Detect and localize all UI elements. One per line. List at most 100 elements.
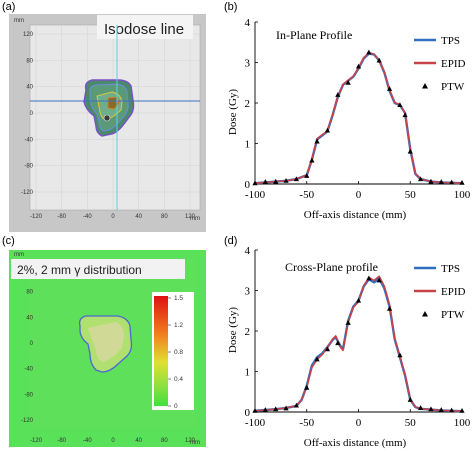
panel-a-y-tick-label: 0 (30, 111, 34, 117)
data-point-ptw (355, 297, 362, 303)
x-tick-label: -100 (245, 189, 266, 201)
panel-a-y-tick-label: 80 (26, 58, 33, 64)
data-point-ptw (324, 127, 331, 133)
y-tick-label: 3 (245, 286, 251, 298)
data-point-ptw (428, 178, 434, 184)
data-point-ptw (366, 275, 372, 281)
data-point-ptw (335, 92, 341, 97)
panel-b-title: In-Plane Profile (276, 28, 352, 42)
data-point-ptw (386, 86, 393, 91)
panel-c: (c) mm 120 80 40 0 -40 -80 -120 -120 -80 -40 0 40 8… (2, 235, 206, 447)
data-point-ptw (407, 397, 413, 402)
data-point-ptw (314, 138, 320, 144)
panel-c-x-tick-label: -40 (83, 438, 92, 444)
panel-c-letter: (c) (2, 235, 15, 247)
data-point-ptw (345, 320, 351, 325)
data-point-ptw (386, 305, 393, 311)
y-tick-label: 3 (245, 58, 251, 70)
data-point-ptw (407, 148, 413, 154)
panel-a-x-tick-label: -40 (83, 214, 92, 220)
series-line-epid (254, 275, 463, 412)
panel-b: (b) In-Plane Profile Dose (Gy) Off-axis … (224, 1, 471, 221)
panel-a-y-tick-label: 40 (26, 85, 33, 91)
panel-c-unit-top: mm (14, 252, 24, 258)
panel-c-y-tick-label: -120 (21, 418, 34, 424)
data-point-ptw (397, 102, 403, 108)
data-point-ptw (376, 57, 382, 63)
x-tick-label: 50 (405, 189, 417, 201)
colorbar-tick-label: 1.5 (174, 295, 183, 302)
data-point-ptw (293, 402, 299, 408)
panel-c-y-tick-label: -80 (24, 392, 33, 398)
panel-a-unit-top: mm (14, 18, 24, 24)
data-point-ptw (262, 407, 268, 412)
x-tick-label: 0 (356, 189, 362, 201)
data-point-ptw (376, 277, 382, 283)
panel-a-y-tick-label: -40 (24, 137, 33, 143)
panel-a-x-tick-label: 80 (161, 214, 168, 220)
panel-a-y-ticks: 120 80 40 0 -40 -80 -120 (21, 32, 34, 196)
y-tick-label: 0 (245, 407, 251, 419)
data-point-ptw (397, 352, 403, 358)
panel-a-y-tick-label: -120 (21, 190, 34, 196)
data-point-ptw (293, 176, 299, 182)
legend-label-epid: EPID (441, 286, 466, 298)
y-tick-label: 2 (245, 326, 251, 338)
panel-c-x-tick-label: 0 (111, 438, 115, 444)
data-point-ptw (459, 179, 465, 185)
data-point-ptw (283, 177, 289, 183)
isodose-contours (83, 79, 135, 137)
y-tick-label: 4 (245, 245, 251, 257)
panel-c-x-tick-label: 120 (185, 438, 196, 444)
legend-swatch-ptw (422, 83, 428, 89)
panel-c-y-tick-label: 40 (26, 315, 33, 321)
colorbar-tick-label: 1.2 (174, 322, 183, 329)
data-point-ptw (345, 79, 351, 85)
y-tick-label: 2 (245, 98, 251, 110)
colorbar-tick-label: 0.8 (174, 349, 183, 356)
data-point-ptw (355, 63, 362, 69)
panel-a-y-tick-label: 120 (23, 32, 34, 38)
panel-a-x-tick-label: 0 (111, 214, 115, 220)
panel-a-x-tick-label: -80 (57, 214, 66, 220)
panel-d-title: Cross-Plane profile (285, 260, 378, 274)
panel-d: (d) Cross-Plane profile Dose (Gy) Off-ax… (224, 235, 471, 449)
x-tick-label: 0 (356, 417, 362, 429)
panel-d-xlabel: Off-axis distance (mm) (304, 437, 407, 449)
legend-swatch-ptw (422, 311, 428, 317)
panel-c-overlay-label: 2%, 2 mm γ distribution (17, 263, 142, 277)
panel-a-x-tick-label: -120 (30, 214, 43, 220)
panel-a-x-tick-label: 120 (185, 214, 196, 220)
panel-a-x-ticks: -120 -80 -40 0 40 80 120 (30, 214, 196, 220)
data-point-ptw (304, 173, 310, 178)
data-point-ptw (449, 407, 455, 413)
legend-label-ptw: PTW (441, 309, 465, 321)
data-point-ptw (324, 346, 331, 352)
data-point-ptw (283, 405, 289, 411)
data-point-ptw (449, 179, 455, 185)
data-point-ptw (273, 178, 279, 184)
series-line-epid (254, 51, 463, 184)
data-point-ptw (304, 384, 310, 390)
colorbar-tick-label: 0 (174, 403, 178, 410)
x-tick-label: 50 (405, 417, 417, 429)
panel-c-y-tick-label: 0 (30, 341, 34, 347)
panel-c-x-tick-label: 40 (135, 438, 142, 444)
x-tick-label: -100 (245, 417, 266, 429)
panel-a-y-tick-label: -80 (24, 164, 33, 170)
panel-a-x-tick-label: 40 (135, 214, 142, 220)
data-point-ptw (418, 405, 424, 410)
data-point-ptw (273, 406, 279, 412)
data-point-ptw (262, 179, 268, 184)
x-tick-label: -50 (299, 189, 314, 201)
series-line-tps (254, 52, 463, 185)
data-point-ptw (438, 179, 444, 184)
panel-a-overlay-label: Isodose line (104, 21, 184, 38)
data-point-ptw (366, 49, 372, 55)
data-point-ptw (252, 407, 258, 413)
colorbar-ticks: 1.5 1.2 0.8 0.4 0 (168, 295, 183, 410)
colorbar (154, 296, 168, 406)
x-tick-label: -50 (299, 417, 314, 429)
panel-c-x-tick-label: -80 (57, 438, 66, 444)
